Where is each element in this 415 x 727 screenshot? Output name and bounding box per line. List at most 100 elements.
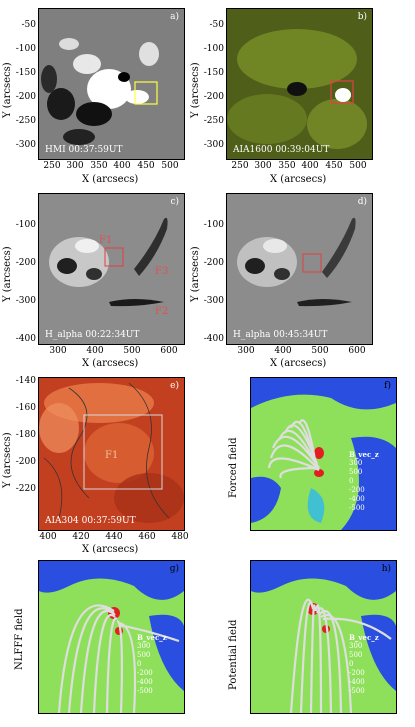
y-tick: -160	[15, 403, 36, 413]
x-tick: 460	[138, 532, 156, 542]
panel-g-nlfff-field: g) B_vec_z 300 500 0 -200 -400 -500	[38, 560, 185, 714]
bz-legend: B_vec_z 300 500 0 -200 -400 -500	[349, 450, 379, 513]
panel-caption: H_alpha 00:22:34UT	[45, 330, 140, 340]
x-tick: 500	[311, 346, 329, 356]
legend-value: -400	[137, 678, 153, 686]
panel-label: a)	[170, 12, 179, 22]
y-tick: -100	[15, 44, 36, 54]
aia1600-image	[227, 9, 372, 159]
legend-value: 500	[349, 651, 363, 659]
legend-value: 0	[349, 477, 354, 485]
y-tick: -400	[203, 334, 224, 344]
panel-caption: AIA1600 00:39:04UT	[233, 145, 330, 155]
x-axis-label: X (arcsecs)	[82, 174, 139, 185]
y-tick: -300	[15, 140, 36, 150]
x-tick: 500	[161, 161, 179, 171]
feature-f1-label: F1	[99, 235, 113, 246]
legend-value: 0	[349, 660, 354, 668]
feature-f3-label: F3	[155, 266, 169, 277]
panel-label: c)	[170, 197, 179, 207]
x-tick: 450	[325, 161, 343, 171]
x-tick: 400	[86, 346, 104, 356]
x-tick: 440	[105, 532, 123, 542]
x-tick: 500	[123, 346, 141, 356]
region-box	[302, 253, 322, 273]
x-tick: 500	[349, 161, 367, 171]
hmi-magnetogram	[41, 38, 159, 145]
halpha-image-c	[39, 194, 184, 344]
y-tick: -100	[203, 44, 224, 54]
x-tick: 420	[72, 532, 90, 542]
x-tick: 400	[113, 161, 131, 171]
x-tick: 450	[137, 161, 155, 171]
region-box	[330, 80, 354, 104]
y-tick: -200	[203, 258, 224, 268]
x-axis-label: X (arcsecs)	[82, 544, 139, 555]
legend-value: 500	[349, 468, 363, 476]
x-tick: 300	[66, 161, 84, 171]
legend-title: B_vec_z	[349, 450, 379, 459]
panel-c-halpha: c) F1 F3 F2 H_alpha 00:22:34UT	[38, 193, 185, 345]
region-box	[104, 247, 124, 267]
legend-value: -200	[137, 669, 153, 677]
x-tick: 600	[348, 346, 366, 356]
x-axis-label: X (arcsecs)	[82, 358, 139, 369]
panel-label: b)	[357, 12, 367, 22]
y-tick: -250	[203, 116, 224, 126]
panel-caption: HMI 00:37:59UT	[45, 145, 123, 155]
panel-b-aia1600: b) AIA1600 00:39:04UT	[226, 8, 373, 160]
x-axis-label: X (arcsecs)	[270, 358, 327, 369]
halpha-image-d	[227, 194, 372, 344]
legend-value: 0	[137, 660, 142, 668]
x-tick: 350	[278, 161, 296, 171]
bz-legend: B_vec_z 300 500 0 -200 -400 -500	[349, 633, 379, 696]
x-tick: 600	[160, 346, 178, 356]
x-axis-label: X (arcsecs)	[270, 174, 327, 185]
y-tick: -200	[15, 457, 36, 467]
feature-f1-label: F1	[105, 450, 119, 461]
x-tick: 300	[49, 346, 67, 356]
region-box	[134, 81, 158, 105]
panel-f-forced-field: f) B_vec_z 300 500 0 -200 -400 -500	[250, 377, 397, 531]
x-tick: 400	[274, 346, 292, 356]
y-axis-label: Y (arcsecs)	[2, 62, 13, 118]
side-label: NLFFF field	[14, 608, 25, 670]
legend-value: 300	[349, 459, 363, 467]
legend-title: B_vec_z	[349, 633, 379, 642]
side-label: Potential field	[228, 619, 239, 690]
aia304-image	[39, 378, 184, 530]
panel-label: e)	[170, 381, 179, 391]
legend-title: B_vec_z	[137, 633, 167, 642]
panel-h-potential-field: h) B_vec_z 300 500 0 -200 -400 -500	[250, 560, 397, 714]
legend-value: 300	[349, 642, 363, 650]
x-tick: 300	[237, 346, 255, 356]
panel-caption: AIA304 00:37:59UT	[45, 516, 136, 526]
panel-label: f)	[384, 381, 391, 391]
nlfff-field-render	[39, 561, 184, 713]
y-tick: -150	[15, 68, 36, 78]
x-tick: 350	[90, 161, 108, 171]
feature-f2-label: F2	[155, 306, 169, 317]
y-tick: -100	[203, 220, 224, 230]
legend-value: -400	[349, 678, 365, 686]
panel-label: d)	[357, 197, 367, 207]
x-tick: 400	[301, 161, 319, 171]
x-tick: 250	[43, 161, 61, 171]
legend-value: 300	[137, 642, 151, 650]
x-tick: 400	[39, 532, 57, 542]
legend-value: -200	[349, 486, 365, 494]
y-axis-label: Y (arcsecs)	[2, 432, 13, 488]
panel-d-halpha: d) H_alpha 00:45:34UT	[226, 193, 373, 345]
y-tick: -200	[15, 258, 36, 268]
x-tick: 250	[231, 161, 249, 171]
y-tick: -400	[15, 334, 36, 344]
legend-value: -500	[137, 687, 153, 695]
y-tick: -300	[203, 296, 224, 306]
legend-value: -400	[349, 495, 365, 503]
y-tick: -300	[15, 296, 36, 306]
y-axis-label: Y (arcsecs)	[2, 246, 13, 302]
y-tick: -100	[15, 220, 36, 230]
panel-e-aia304: e) F1 AIA304 00:37:59UT	[38, 377, 185, 531]
y-axis-label: Y (arcsecs)	[190, 246, 201, 302]
bz-legend: B_vec_z 300 500 0 -200 -400 -500	[137, 633, 167, 696]
